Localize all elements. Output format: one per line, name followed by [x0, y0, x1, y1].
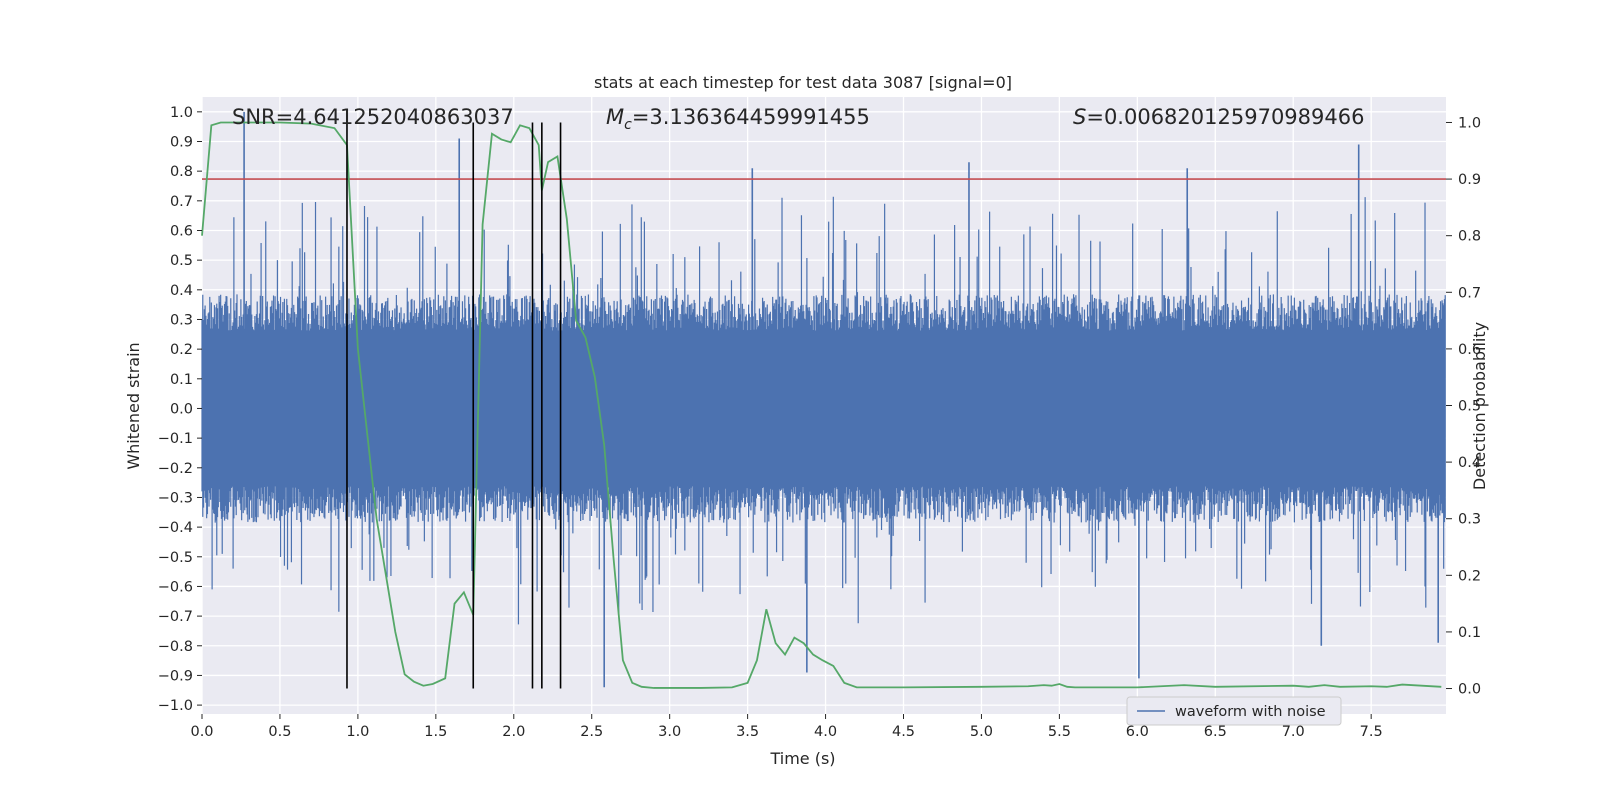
y-tick-label: 0.9 — [170, 134, 193, 150]
x-tick-label: 7.5 — [1360, 724, 1383, 740]
x-tick-label: 1.0 — [346, 724, 369, 740]
chirp-mass-symbol: M — [606, 105, 624, 129]
y2-tick-label: 0.4 — [1458, 455, 1481, 471]
x-axis-ticks: 0.0 0.5 1.0 1.5 2.0 2.5 3.0 3.5 4.0 4.5 5.0 5.5 6.0 6… — [190, 714, 1383, 740]
y-tick-label: −0.8 — [158, 639, 193, 655]
legend-label: waveform with noise — [1175, 704, 1326, 720]
x-tick-label: 1.5 — [424, 724, 447, 740]
y-axis-label: Whitened strain — [124, 342, 143, 469]
y2-tick-label: 0.0 — [1458, 682, 1481, 698]
y-tick-label: −0.7 — [158, 609, 193, 625]
x-tick-label: 3.5 — [736, 724, 759, 740]
y2-axis-ticks: 1.0 0.9 0.8 0.7 0.6 0.5 0.4 0.3 0.2 0.1 0.0 — [1446, 115, 1481, 698]
x-axis-label: Time (s) — [769, 749, 835, 768]
detection-probability-line — [201, 121, 1442, 689]
y2-tick-label: 0.9 — [1458, 172, 1481, 188]
y2-tick-label: 0.6 — [1458, 342, 1481, 358]
y-tick-label: 1.0 — [170, 105, 193, 121]
chirp-mass-annotation: Mc=3.136364459991455 — [606, 105, 870, 133]
y-tick-label: 0.4 — [170, 283, 193, 299]
x-tick-label: 6.0 — [1126, 724, 1149, 740]
y-tick-label: −0.5 — [158, 550, 193, 566]
x-tick-label: 6.5 — [1204, 724, 1227, 740]
y2-tick-label: 0.3 — [1458, 512, 1481, 528]
y-tick-label: 0.2 — [170, 342, 193, 358]
x-tick-label: 0.5 — [268, 724, 291, 740]
snr-annotation: SNR=4.641252040863037 — [232, 105, 514, 129]
y-tick-label: −0.6 — [158, 579, 193, 595]
y-tick-label: 0.1 — [170, 372, 193, 388]
y2-tick-label: 0.8 — [1458, 229, 1481, 245]
legend-box — [1126, 696, 1342, 726]
y-tick-label: −1.0 — [158, 698, 193, 714]
x-tick-label: 4.0 — [814, 724, 837, 740]
x-tick-label: 4.5 — [892, 724, 915, 740]
x-tick-label: 5.0 — [970, 724, 993, 740]
y-tick-label: 0.8 — [170, 164, 193, 180]
s-statistic-annotation: S=0.006820125970989466 — [1073, 105, 1364, 129]
y-tick-label: 0.6 — [170, 223, 193, 239]
y2-axis-label: Detection probability — [1470, 322, 1489, 490]
x-tick-label: 5.5 — [1048, 724, 1071, 740]
x-tick-label: 2.0 — [502, 724, 525, 740]
chirp-mass-subscript: c — [624, 117, 632, 133]
chirp-mass-value: =3.136364459991455 — [632, 105, 870, 129]
x-tick-label: 7.0 — [1282, 724, 1305, 740]
y2-tick-label: 0.5 — [1458, 399, 1481, 415]
y-tick-label: −0.1 — [158, 431, 193, 447]
x-tick-label: 0.0 — [190, 724, 213, 740]
s-statistic-symbol: S — [1073, 105, 1086, 129]
y-tick-label: −0.3 — [158, 490, 193, 506]
y-tick-label: 0.7 — [170, 194, 193, 210]
x-tick-label: 2.5 — [580, 724, 603, 740]
y2-tick-label: 0.1 — [1458, 625, 1481, 641]
s-statistic-value: =0.006820125970989466 — [1086, 105, 1364, 129]
y-axis-ticks: 1.0 0.9 0.8 0.7 0.6 0.5 0.4 0.3 0.2 0.1 0.0 −0.1 −0.… — [158, 105, 202, 714]
y-tick-label: 0.3 — [170, 312, 193, 328]
y2-tick-label: 1.0 — [1458, 115, 1481, 131]
y-tick-label: −0.4 — [158, 520, 193, 536]
y2-tick-label: 0.7 — [1458, 285, 1481, 301]
event-markers — [346, 122, 562, 689]
y-tick-label: 0.0 — [170, 401, 193, 417]
y2-tick-label: 0.2 — [1458, 568, 1481, 584]
y-tick-label: 0.5 — [170, 253, 193, 269]
legend: waveform with noise — [1126, 696, 1342, 726]
y-tick-label: −0.9 — [158, 668, 193, 684]
y-tick-label: −0.2 — [158, 461, 193, 477]
x-tick-label: 3.0 — [658, 724, 681, 740]
chart-title: stats at each timestep for test data 308… — [594, 73, 1012, 92]
